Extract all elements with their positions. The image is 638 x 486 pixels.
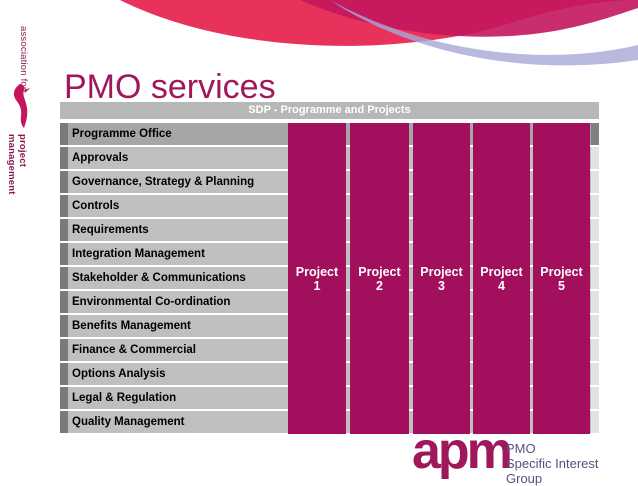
service-label: Controls [68, 195, 346, 217]
row-stub [60, 387, 68, 409]
row-stub [60, 339, 68, 361]
service-label: Stakeholder & Communications [68, 267, 346, 289]
service-label: Approvals [68, 147, 346, 169]
project-label: Project 2 [358, 264, 401, 293]
row-stub [60, 123, 68, 145]
bird-logo-icon [13, 84, 30, 128]
row-stub [60, 171, 68, 193]
service-label: Environmental Co-ordination [68, 291, 346, 313]
row-stub [60, 219, 68, 241]
row-end [591, 147, 599, 169]
logo-line-2: Specific Interest Group [506, 456, 599, 486]
row-stub [60, 243, 68, 265]
row-end [591, 291, 599, 313]
service-label: Governance, Strategy & Planning [68, 171, 346, 193]
brand-line-1: association for [18, 26, 29, 91]
service-label: Integration Management [68, 243, 346, 265]
header-swoosh [120, 0, 638, 66]
service-label: Options Analysis [68, 363, 346, 385]
row-stub [60, 147, 68, 169]
row-end [591, 315, 599, 337]
service-label: Programme Office [68, 123, 346, 145]
row-end [591, 411, 599, 433]
row-end [591, 171, 599, 193]
row-end [591, 363, 599, 385]
logo-line-1: PMO [506, 441, 536, 456]
project-column-5: Project 5 [533, 123, 590, 434]
project-column-3: Project 3 [413, 123, 470, 434]
row-end [591, 267, 599, 289]
table-header: SDP - Programme and Projects [60, 102, 599, 119]
project-label: Project 4 [480, 264, 523, 293]
row-end [591, 339, 599, 361]
project-column-4: Project 4 [473, 123, 530, 434]
service-label: Legal & Regulation [68, 387, 346, 409]
row-stub [60, 291, 68, 313]
row-end [591, 387, 599, 409]
page-title: PMO services [64, 68, 276, 106]
service-label: Quality Management [68, 411, 346, 433]
side-brand: association for project management [6, 26, 32, 216]
row-end [591, 219, 599, 241]
row-stub [60, 315, 68, 337]
row-end [591, 123, 599, 145]
brand-line-2: project management [6, 134, 28, 195]
project-label: Project 1 [295, 264, 339, 293]
project-column-1: Project 1 [288, 123, 346, 434]
row-stub [60, 267, 68, 289]
row-stub [60, 363, 68, 385]
service-label: Requirements [68, 219, 346, 241]
apm-logo-mark: apm [412, 422, 513, 480]
row-stub [60, 195, 68, 217]
project-column-2: Project 2 [350, 123, 409, 434]
project-label: Project 3 [420, 264, 463, 293]
project-label: Project 5 [540, 264, 583, 293]
service-label: Finance & Commercial [68, 339, 346, 361]
row-stub [60, 411, 68, 433]
service-label: Benefits Management [68, 315, 346, 337]
row-end [591, 243, 599, 265]
row-end [591, 195, 599, 217]
